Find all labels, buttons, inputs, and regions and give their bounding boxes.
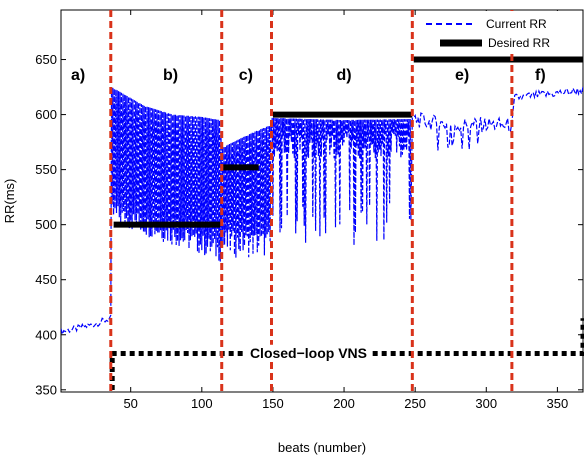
legend-label-desired-rr: Desired RR xyxy=(488,36,550,50)
x-tick-label: 250 xyxy=(404,396,426,411)
phase-label: d) xyxy=(336,67,351,84)
y-tick-label: 350 xyxy=(35,382,57,397)
current-rr-line xyxy=(61,86,583,337)
x-tick-label: 50 xyxy=(123,396,137,411)
phase-label: c) xyxy=(239,67,253,84)
y-tick-label: 600 xyxy=(35,107,57,122)
legend: Current RR Desired RR xyxy=(418,11,582,51)
x-tick-label: 150 xyxy=(262,396,284,411)
y-tick-label: 500 xyxy=(35,217,57,232)
phase-label: f) xyxy=(535,67,546,84)
y-tick-label: 400 xyxy=(35,327,57,342)
y-tick-label: 650 xyxy=(35,52,57,67)
overlay-layer: a) b) c) d) e) f) Closed−loop VNS xyxy=(71,10,584,392)
axis-ticks: 50 100 150 200 250 300 350 350 400 450 500 550 600 65… xyxy=(35,10,583,411)
annotation-closed-loop-vns: Closed−loop VNS xyxy=(250,345,367,361)
legend-label-current-rr: Current RR xyxy=(486,17,547,31)
phase-label: b) xyxy=(163,67,178,84)
phase-label: a) xyxy=(71,67,85,84)
x-tick-label: 100 xyxy=(191,396,213,411)
x-tick-label: 300 xyxy=(475,396,497,411)
x-tick-label: 200 xyxy=(333,396,355,411)
annotation-background xyxy=(246,344,371,362)
y-axis-label: RR(ms) xyxy=(2,179,17,224)
x-tick-label: 350 xyxy=(547,396,569,411)
x-axis-label: beats (number) xyxy=(278,440,366,455)
series-layer xyxy=(61,56,583,337)
y-tick-label: 550 xyxy=(35,162,57,177)
phase-label: e) xyxy=(455,67,469,84)
y-tick-label: 450 xyxy=(35,272,57,287)
